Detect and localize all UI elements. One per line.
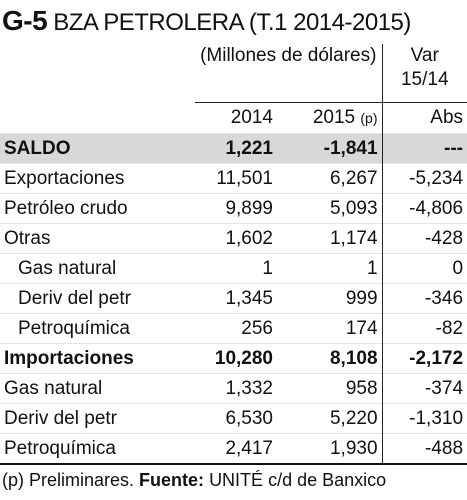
header-year: 2014	[230, 107, 273, 128]
data-table: (Millones de dólares) Var 15/14 2014 201…	[0, 44, 467, 465]
cell-value: 2,417	[195, 433, 277, 465]
header-abs: Abs	[381, 102, 467, 134]
title: G-5 BZA PETROLERA (T.1 2014-2015)	[2, 2, 411, 40]
table-row: Petróleo crudo 9,899 5,093 -4,806	[0, 193, 467, 224]
header-group: (Millones de dólares)	[195, 44, 383, 103]
cell-value: 1	[277, 253, 383, 284]
row-label: Gas natural	[0, 253, 195, 284]
cell-value: 9,899	[195, 193, 277, 224]
source: UNITÉ c/d de Banxico	[209, 470, 387, 490]
cell-value: -5,234	[381, 163, 467, 194]
cell-value: -82	[381, 313, 467, 344]
source-label: Fuente:	[139, 470, 205, 490]
row-label: Petróleo crudo	[0, 193, 195, 224]
header-empty	[0, 103, 195, 134]
header-year-text: 2015	[312, 107, 356, 128]
row-label: Deriv del petr	[0, 283, 195, 314]
cell-value: 6,530	[195, 403, 277, 434]
row-label: Deriv del petr	[0, 403, 195, 434]
row-label: Gas natural	[0, 373, 195, 404]
header-year: 2015 (p)	[277, 103, 382, 134]
cell-value: 256	[195, 313, 277, 344]
cell-value: -428	[381, 223, 467, 254]
cell-value: 958	[277, 373, 383, 404]
row-label: Importaciones	[0, 343, 195, 374]
cell-value: -4,806	[381, 193, 467, 224]
subheader-row: 2014 2015 (p) Abs	[0, 102, 467, 134]
table-row: Gas natural 1,332 958 -374	[0, 373, 467, 404]
cell-value: 10,280	[195, 343, 277, 374]
cell-value: 1,345	[195, 283, 277, 314]
header-row: (Millones de dólares) Var 15/14	[0, 44, 467, 103]
cell-value: 174	[277, 313, 383, 344]
cell-value: -488	[381, 433, 467, 465]
cell-value: 5,220	[277, 403, 383, 434]
cell-value: 5,093	[277, 193, 383, 224]
row-label: SALDO	[0, 133, 195, 164]
header-var: Var 15/14	[381, 44, 467, 103]
table-row: Deriv del petr 1,345 999 -346	[0, 283, 467, 314]
cell-value: -2,172	[381, 343, 467, 374]
row-label: Petroquímica	[0, 433, 195, 465]
cell-value: 1	[195, 253, 277, 284]
cell-value: 8,108	[277, 343, 383, 374]
table-row: Deriv del petr 6,530 5,220 -1,310	[0, 403, 467, 434]
row-label: Otras	[0, 223, 195, 254]
cell-value: 11,501	[195, 163, 277, 194]
cell-value: 1,174	[277, 223, 383, 254]
cell-value: ---	[381, 133, 467, 164]
title-code: G-5	[2, 5, 48, 36]
table-row: Exportaciones 11,501 6,267 -5,234	[0, 163, 467, 194]
cell-value: -346	[381, 283, 467, 314]
header-prelim: (p)	[360, 110, 378, 126]
table-row: Petroquímica 256 174 -82	[0, 313, 467, 344]
cell-value: -374	[381, 373, 467, 404]
cell-value: 999	[277, 283, 383, 314]
table-body: (Millones de dólares) Var 15/14 2014 201…	[0, 44, 467, 465]
cell-value: -1,841	[277, 133, 383, 164]
cell-value: 1,930	[277, 433, 383, 465]
table-row: SALDO 1,221 -1,841 ---	[0, 133, 467, 164]
cell-value: 6,267	[277, 163, 383, 194]
cell-value: 1,221	[195, 133, 277, 164]
table-row: Gas natural 1 1 0	[0, 253, 467, 284]
header-empty	[0, 44, 195, 103]
cell-value: 1,332	[195, 373, 277, 404]
row-label: Petroquímica	[0, 313, 195, 344]
footnote: (p) Preliminares. Fuente: UNITÉ c/d de B…	[2, 470, 386, 491]
table-row: Otras 1,602 1,174 -428	[0, 223, 467, 254]
cell-value: 1,602	[195, 223, 277, 254]
title-text: BZA PETROLERA (T.1 2014-2015)	[53, 9, 411, 36]
cell-value: -1,310	[381, 403, 467, 434]
row-label: Exportaciones	[0, 163, 195, 194]
footnote-note: (p) Preliminares.	[2, 470, 135, 490]
table-row: Petroquímica 2,417 1,930 -488	[0, 433, 467, 465]
table-row: Importaciones 10,280 8,108 -2,172	[0, 343, 467, 374]
cell-value: 0	[381, 253, 467, 284]
